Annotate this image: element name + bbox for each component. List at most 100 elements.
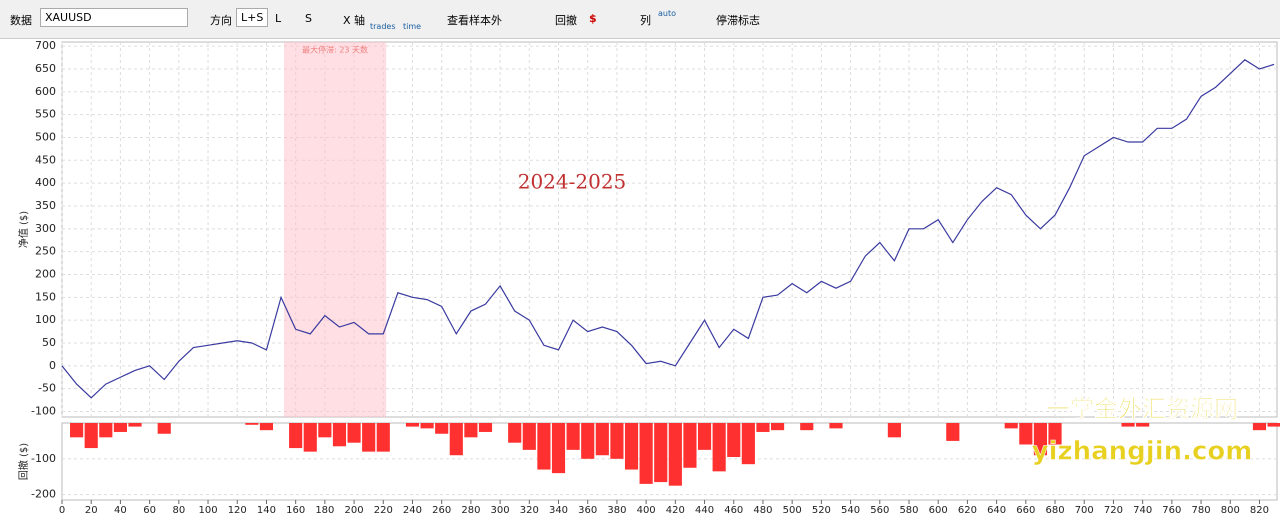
- x-tick-label: 240: [403, 505, 422, 516]
- y-tick-label: -50: [38, 382, 56, 395]
- drawdown-bar: [712, 423, 726, 472]
- drawdown-bar: [1267, 423, 1280, 427]
- x-tick-label: 740: [1133, 505, 1152, 516]
- x-tick-label: 720: [1104, 505, 1123, 516]
- x-tick-label: 260: [432, 505, 451, 516]
- y-tick-label: 100: [35, 313, 56, 326]
- drawdown-bar: [84, 423, 98, 449]
- x-tick-label: 20: [85, 505, 98, 516]
- x-tick-label: 380: [607, 505, 626, 516]
- x-tick-label: 300: [491, 505, 510, 516]
- x-tick-label: 340: [549, 505, 568, 516]
- y-tick-label: 350: [35, 199, 56, 212]
- drawdown-bar: [318, 423, 332, 438]
- drawdown-bar: [157, 423, 171, 434]
- x-tick-label: 480: [753, 505, 772, 516]
- label: X 轴: [343, 14, 366, 27]
- x-tick-label: 780: [1192, 505, 1211, 516]
- x-tick-label: 620: [958, 505, 977, 516]
- dir-btn[interactable]: L+S: [236, 8, 269, 27]
- x-tick-label: 60: [143, 505, 156, 516]
- drawdown-bar: [566, 423, 580, 450]
- drawdown-bar: [259, 423, 274, 431]
- y-axis-label: 回撤 ($): [17, 443, 30, 480]
- x-tick-label: 200: [345, 505, 364, 516]
- drawdown-bar: [697, 423, 712, 450]
- col-btn[interactable]: auto: [658, 9, 677, 18]
- drawdown-bar: [128, 423, 142, 427]
- drawdown-bar: [610, 423, 624, 459]
- drawdown-bar: [756, 423, 770, 432]
- y-tick-label: 400: [35, 176, 56, 189]
- y-tick-label: 50: [42, 336, 56, 349]
- y-tick-label: 300: [35, 222, 56, 235]
- stagnation-band: [283, 42, 387, 417]
- drawdown-bar: [1121, 423, 1135, 427]
- x-tick-label: 280: [461, 505, 480, 516]
- label: 查看样本外: [447, 14, 502, 27]
- x-tick-label: 520: [812, 505, 831, 516]
- symbol-select[interactable]: XAUUSD: [40, 8, 188, 27]
- x-tick-label: 140: [257, 505, 276, 516]
- drawdown-bar: [595, 423, 609, 456]
- drawdown-bar: [887, 423, 901, 438]
- drawdown-bar: [522, 423, 536, 450]
- drawdown-bar: [829, 423, 843, 429]
- drawdown-bar: [420, 423, 434, 429]
- x-tick-label: 460: [724, 505, 743, 516]
- dir-btn[interactable]: S: [305, 12, 312, 25]
- drawdown-bar: [727, 423, 741, 458]
- x-tick-label: 100: [198, 505, 217, 516]
- y-tick-label: 600: [35, 85, 56, 98]
- y-tick-label: 450: [35, 153, 56, 166]
- x-tick-label: 760: [1162, 505, 1181, 516]
- x-tick-label: 500: [783, 505, 802, 516]
- drawdown-bar: [639, 423, 653, 484]
- drawdown-bar: [332, 423, 347, 447]
- x-tick-label: 700: [1075, 505, 1094, 516]
- label: 停滞标志: [716, 14, 760, 27]
- y-tick-label: -100: [31, 405, 56, 418]
- dir-btn[interactable]: L: [275, 12, 282, 25]
- drawdown-bar: [741, 423, 755, 465]
- x-tick-label: 820: [1250, 505, 1269, 516]
- y-tick-label: -100: [31, 452, 56, 465]
- drawdown-bar: [289, 423, 303, 449]
- drawdown-bar: [668, 423, 682, 486]
- drawdown-bar: [376, 423, 390, 452]
- x-tick-label: 680: [1045, 505, 1064, 516]
- watermark: 一掌金外汇资源网: [1046, 395, 1238, 423]
- drawdown-bar: [770, 423, 785, 431]
- drawdown-bar: [1019, 423, 1033, 445]
- drawdown-bar: [70, 423, 84, 438]
- drawdown-bar: [245, 423, 259, 425]
- dd-btn[interactable]: $: [589, 12, 597, 25]
- x-tick-label: 40: [114, 505, 127, 516]
- drawdown-bar: [435, 423, 449, 434]
- stagnation-label: 最大停滞: 23 天数: [302, 45, 368, 55]
- drawdown-bar: [464, 423, 478, 438]
- x-btn[interactable]: trades: [370, 22, 396, 31]
- x-tick-label: 560: [870, 505, 889, 516]
- drawdown-bar: [1048, 423, 1062, 445]
- drawdown-bar: [303, 423, 317, 452]
- drawdown-bar: [113, 423, 127, 432]
- x-tick-label: 160: [286, 505, 305, 516]
- y-tick-label: -200: [31, 488, 56, 501]
- drawdown-bar: [362, 423, 376, 452]
- y-tick-label: 650: [35, 62, 56, 75]
- x-btn[interactable]: time: [403, 22, 422, 31]
- x-tick-label: 180: [315, 505, 334, 516]
- x-tick-label: 540: [841, 505, 860, 516]
- x-tick-label: 0: [59, 505, 65, 516]
- x-tick-label: 660: [1016, 505, 1035, 516]
- drawdown-bar: [683, 423, 697, 468]
- toolbar: 数据 XAUUSD 方向 L+S L S X 轴 trades time 查看样…: [0, 0, 1280, 39]
- drawdown-bar: [347, 423, 361, 443]
- x-tick-label: 120: [228, 505, 247, 516]
- drawdown-bar: [478, 423, 493, 432]
- drawdown-bar: [1136, 423, 1150, 427]
- annotation: 2024-2025: [518, 170, 627, 194]
- x-tick-label: 600: [929, 505, 948, 516]
- x-tick-label: 420: [666, 505, 685, 516]
